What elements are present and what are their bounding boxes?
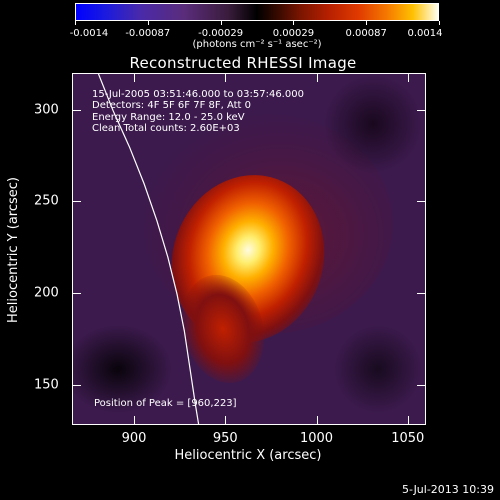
y-axis-label: Heliocentric Y (arcsec) (6, 177, 21, 323)
chart-title: Reconstructed RHESSI Image (129, 54, 357, 72)
x-tick-label: 1000 (299, 431, 334, 446)
y-tick-label: 300 (34, 102, 59, 118)
y-tick-mark (417, 293, 425, 294)
y-tick-mark (417, 384, 425, 386)
dark-patch (333, 324, 423, 414)
x-tick-mark (134, 416, 136, 424)
colorbar-tick-mark (147, 21, 149, 25)
info-clean: Clean Total counts: 2.60E+03 (92, 123, 240, 134)
solar-limb-line (97, 74, 200, 424)
peak-position: Position of Peak = [960,223] (94, 398, 237, 409)
x-tick-mark (316, 74, 318, 82)
colorbar-tick-label: 0.0014 (407, 28, 443, 39)
info-energy: Energy Range: 12.0 - 25.0 keV (92, 112, 245, 123)
plot-area (72, 73, 426, 425)
y-tick-label: 250 (34, 193, 59, 209)
y-tick-mark (417, 201, 425, 203)
colorbar-tick-label: -0.0014 (69, 28, 109, 39)
plot-overlay (97, 74, 200, 424)
colorbar-tick-label: -0.00029 (198, 28, 244, 39)
y-tick-mark (73, 201, 81, 203)
y-tick-mark (73, 384, 81, 386)
y-tick-mark (73, 293, 81, 294)
x-tick-label: 950 (212, 431, 238, 446)
x-tick-mark (407, 74, 409, 82)
y-tick-mark (417, 109, 425, 111)
info-detectors: Detectors: 4F 5F 6F 7F 8F, Att 0 (92, 100, 252, 111)
dark-patch (73, 324, 173, 414)
x-tick-mark (134, 74, 136, 82)
colorbar-tick-mark (75, 21, 76, 25)
footer-date: 5-Jul-2013 10:39 (401, 483, 494, 496)
colorbar-tick-label: -0.00087 (125, 28, 171, 39)
x-axis-label: Heliocentric X (arcsec) (174, 448, 322, 463)
y-tick-label: 200 (34, 285, 59, 301)
x-tick-mark (316, 416, 318, 424)
x-tick-mark (225, 416, 227, 424)
colorbar-tick-mark (220, 21, 222, 25)
x-tick-label: 1050 (391, 431, 425, 446)
x-tick-mark (225, 74, 227, 82)
colorbar-tick-label: 0.00087 (345, 28, 387, 39)
x-tick-mark (407, 416, 409, 424)
colorbar-tick-label: 0.00029 (272, 28, 315, 39)
dark-patch (323, 74, 423, 174)
y-tick-mark (73, 109, 81, 111)
colorbar (75, 3, 439, 21)
colorbar-tick-mark (439, 21, 440, 25)
y-tick-label: 150 (34, 377, 59, 393)
colorbar-unit: (photons cm⁻² s⁻¹ asec⁻²) (192, 39, 322, 50)
x-tick-label: 900 (121, 431, 147, 446)
colorbar-tick-mark (366, 21, 368, 25)
colorbar-tick-mark (293, 21, 295, 25)
info-time: 15-Jul-2005 03:51:46.000 to 03:57:46.000 (92, 89, 304, 100)
